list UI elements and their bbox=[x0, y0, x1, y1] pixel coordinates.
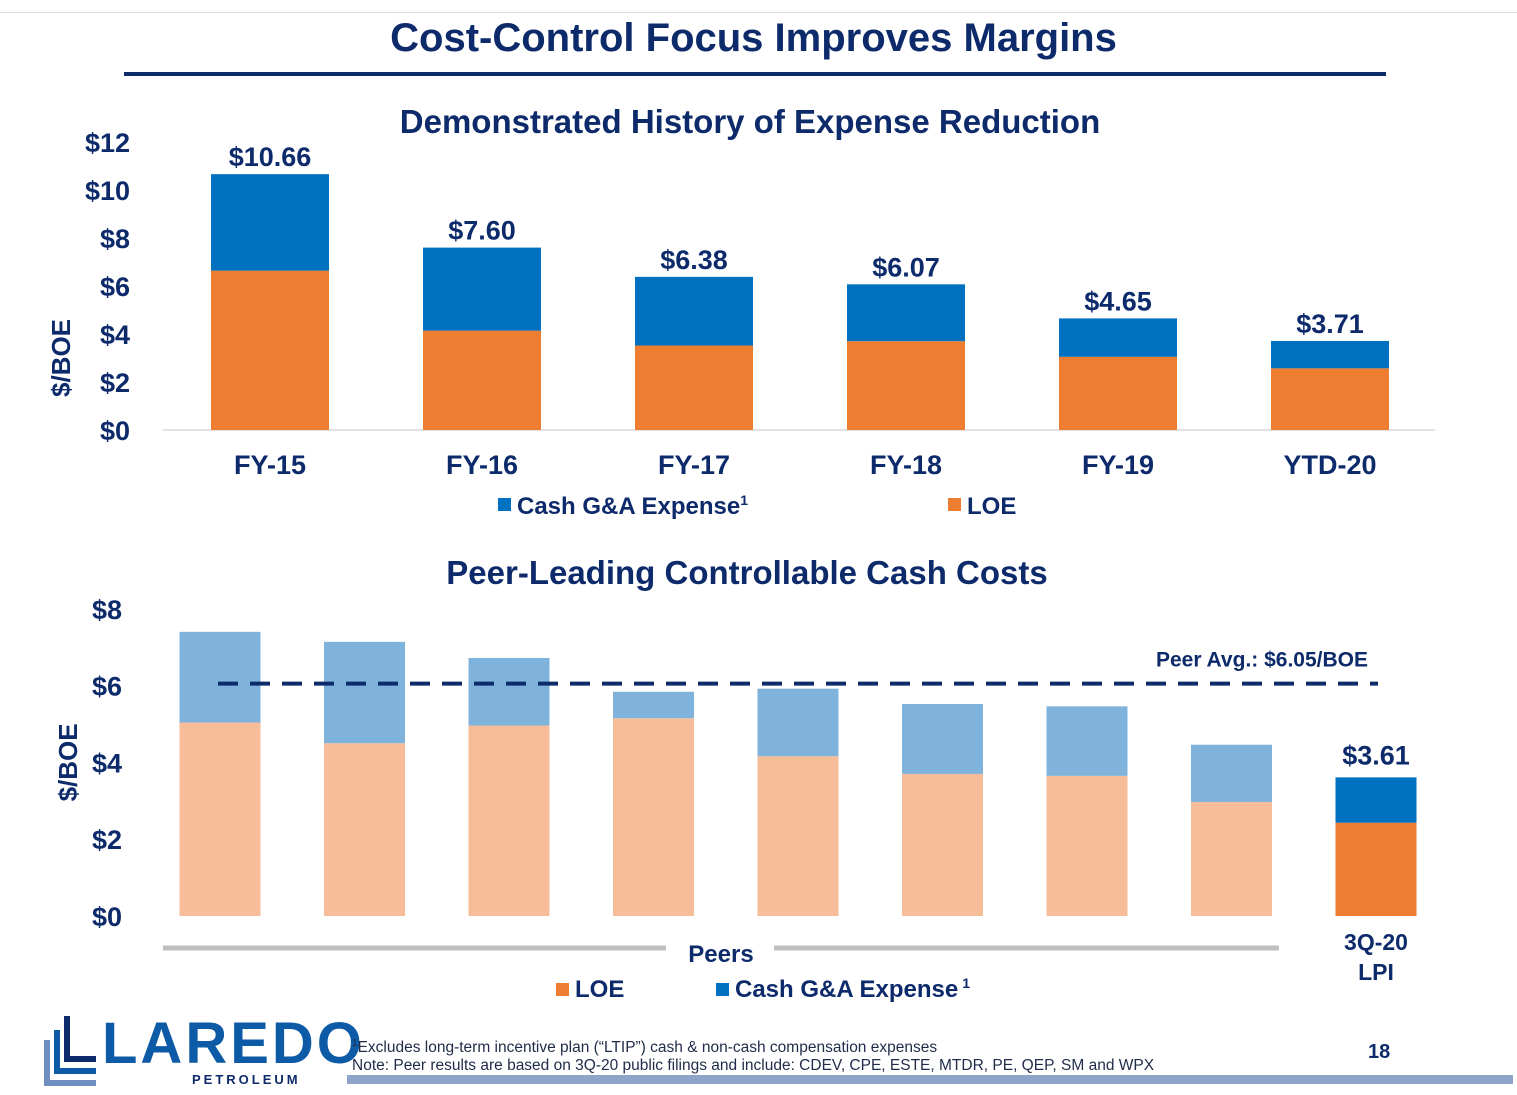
chart2-peer-bar-loe bbox=[324, 743, 405, 916]
chart1-category-label: FY-17 bbox=[658, 450, 730, 480]
chart2-peer-bar-cash-ga bbox=[179, 631, 261, 723]
chart1-ytick-label: $10 bbox=[85, 176, 130, 206]
top-border bbox=[0, 12, 1517, 13]
chart2-legend-swatch bbox=[556, 983, 569, 996]
expense-history-chart: Demonstrated History of Expense Reductio… bbox=[46, 103, 1435, 520]
legend-footnote-marker: 1 bbox=[740, 492, 748, 508]
chart1-ytick-label: $12 bbox=[85, 128, 130, 158]
chart2-lpi-label-line2: LPI bbox=[1358, 959, 1394, 985]
chart1-total-label: $3.71 bbox=[1296, 309, 1364, 339]
chart1-bar-loe bbox=[635, 345, 753, 430]
chart1-bar-loe bbox=[211, 270, 329, 430]
logo-subtitle: PETROLEUM bbox=[192, 1072, 301, 1087]
chart2-peer-bar-cash-ga bbox=[468, 657, 550, 726]
chart1-bar-loe bbox=[423, 330, 541, 430]
chart1-total-label: $6.38 bbox=[660, 245, 728, 275]
footnote-ltip-text: Excludes long-term incentive plan (“LTIP… bbox=[357, 1039, 938, 1057]
chart2-peer-bar-loe bbox=[1191, 801, 1272, 916]
page-title: Cost-Control Focus Improves Margins bbox=[390, 16, 1117, 60]
chart1-ytick-label: $8 bbox=[100, 224, 130, 254]
chart1-bar-loe bbox=[1059, 356, 1177, 430]
logo-mark-icon bbox=[44, 1016, 96, 1086]
chart2-ytick-label: $2 bbox=[92, 825, 122, 855]
chart2-ylabel: $/BOE bbox=[53, 723, 83, 801]
chart1-legend-label: LOE bbox=[967, 493, 1016, 520]
chart2-peer-bar-cash-ga bbox=[757, 688, 839, 757]
footnote-marker: 1 bbox=[352, 1038, 358, 1049]
footnote-peers: Note: Peer results are based on 3Q-20 pu… bbox=[352, 1057, 1155, 1074]
chart2-ytick-label: $8 bbox=[92, 595, 122, 625]
chart2-lpi-bar-cash-ga bbox=[1335, 777, 1417, 823]
chart1-title: Demonstrated History of Expense Reductio… bbox=[400, 103, 1100, 140]
chart1-bar-loe bbox=[1271, 368, 1389, 430]
chart1-ytick-label: $6 bbox=[100, 272, 130, 302]
chart2-peer-bar-loe bbox=[179, 722, 261, 916]
chart2-ytick-label: $4 bbox=[92, 748, 122, 778]
chart1-legend-swatch bbox=[948, 498, 961, 511]
chart1-ylabel: $/BOE bbox=[46, 319, 76, 397]
chart2-peer-bar-loe bbox=[613, 718, 694, 916]
chart2-legend-label: Cash G&A Expense 1 bbox=[735, 975, 970, 1003]
chart2-peer-bar-loe bbox=[902, 773, 983, 916]
chart2-peer-bar-loe bbox=[1046, 775, 1128, 916]
chart2-peer-bar-cash-ga bbox=[613, 691, 694, 719]
chart1-ytick-label: $2 bbox=[100, 368, 130, 398]
chart1-category-label: FY-19 bbox=[1082, 450, 1154, 480]
chart1-category-label: YTD-20 bbox=[1283, 450, 1376, 480]
peer-costs-chart: Peer-Leading Controllable Cash Costs $/BO… bbox=[53, 554, 1417, 1003]
chart1-bar-cash-ga bbox=[635, 276, 753, 346]
chart1-bar-cash-ga bbox=[211, 174, 329, 271]
title-underline bbox=[124, 72, 1386, 76]
page-number: 18 bbox=[1368, 1041, 1391, 1063]
footnote-ltip: 1Excludes long-term incentive plan (“LTI… bbox=[352, 1038, 937, 1057]
chart2-peer-bar-loe bbox=[468, 725, 550, 916]
chart2-lpi-bar-loe bbox=[1335, 822, 1417, 916]
chart2-ytick-label: $6 bbox=[92, 672, 122, 702]
chart1-category-label: FY-18 bbox=[870, 450, 942, 480]
chart1-category-label: FY-16 bbox=[446, 450, 518, 480]
chart1-total-label: $6.07 bbox=[872, 252, 940, 282]
chart1-ytick-label: $0 bbox=[100, 416, 130, 446]
chart2-legend-swatch bbox=[716, 983, 729, 996]
chart1-bar-loe bbox=[847, 341, 965, 430]
chart2-lpi-total-label: $3.61 bbox=[1342, 740, 1410, 770]
chart1-bar-cash-ga bbox=[1059, 318, 1177, 357]
chart2-peer-bar-cash-ga bbox=[902, 704, 983, 774]
chart2-title: Peer-Leading Controllable Cash Costs bbox=[446, 554, 1047, 591]
chart2-peer-bar-cash-ga bbox=[324, 641, 405, 744]
laredo-logo: LAREDO PETROLEUM bbox=[40, 1010, 362, 1090]
chart1-total-label: $10.66 bbox=[229, 142, 312, 172]
chart1-bar-cash-ga bbox=[847, 284, 965, 342]
chart2-ytick-label: $0 bbox=[92, 902, 122, 932]
chart1-legend-label: Cash G&A Expense1 bbox=[517, 492, 748, 520]
chart2-legend-label: LOE bbox=[575, 976, 624, 1003]
chart2-peer-bar-cash-ga bbox=[1191, 744, 1272, 802]
chart1-bar-cash-ga bbox=[1271, 340, 1389, 369]
logo-wordmark: LAREDO bbox=[102, 1011, 365, 1076]
chart2-peer-bar-loe bbox=[757, 756, 839, 916]
chart1-category-label: FY-15 bbox=[234, 450, 306, 480]
bottom-bar bbox=[347, 1075, 1513, 1084]
chart1-total-label: $7.60 bbox=[448, 216, 516, 246]
chart2-peers-group-label: Peers bbox=[688, 941, 753, 968]
chart2-peer-bar-cash-ga bbox=[1046, 706, 1128, 776]
chart2-peer-avg-label: Peer Avg.: $6.05/BOE bbox=[1156, 649, 1368, 672]
chart1-bar-cash-ga bbox=[423, 247, 541, 331]
chart1-total-label: $4.65 bbox=[1084, 286, 1152, 316]
legend-footnote-marker: 1 bbox=[962, 975, 970, 991]
chart2-lpi-label-line1: 3Q-20 bbox=[1344, 929, 1408, 955]
chart1-legend-swatch bbox=[498, 498, 511, 511]
chart1-ytick-label: $4 bbox=[100, 320, 130, 350]
